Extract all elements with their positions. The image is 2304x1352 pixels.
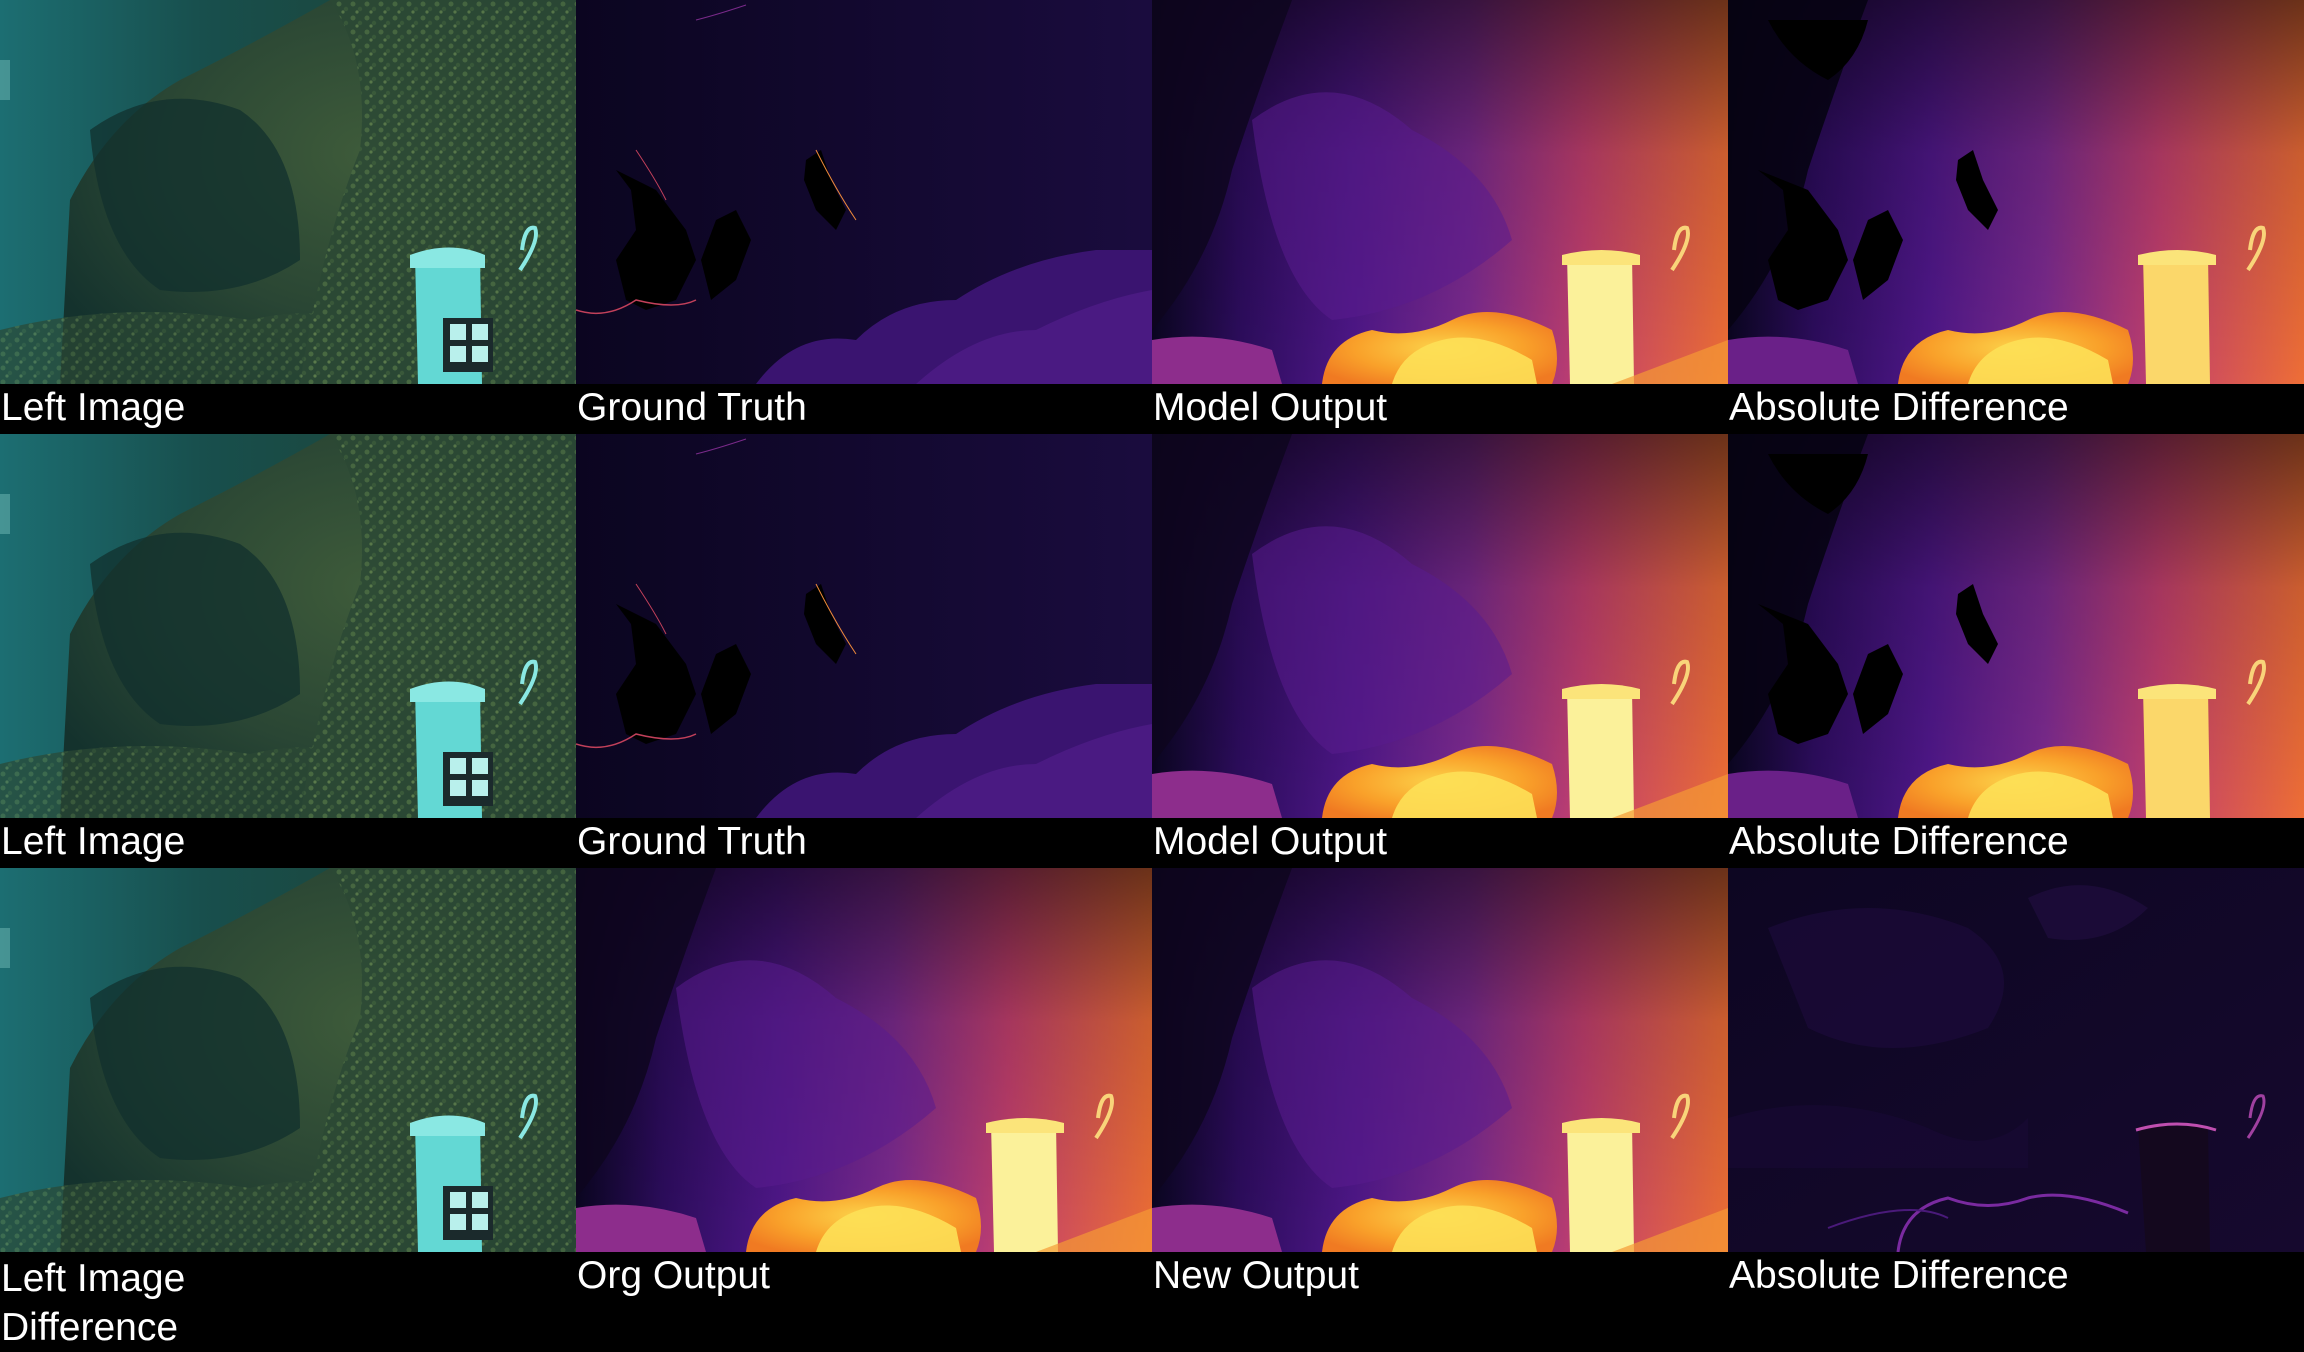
ground-truth-depth xyxy=(576,434,1152,818)
model-output-depth xyxy=(1152,434,1728,818)
panel-caption: Left Image xyxy=(0,386,576,434)
panel-r2-c1: Left Image xyxy=(0,434,576,868)
new-output-depth xyxy=(1152,868,1728,1252)
panel-caption: Absolute Difference xyxy=(1728,820,2304,868)
panel-r2-c4: Absolute Difference xyxy=(1728,434,2304,868)
panel-r1-c2: Ground Truth xyxy=(576,0,1152,434)
panel-caption: Ground Truth xyxy=(576,820,1152,868)
ground-truth-depth xyxy=(576,0,1152,384)
panel-r3-c3: New Output xyxy=(1152,868,1728,1302)
panel-r3-c4: Absolute Difference xyxy=(1728,868,2304,1302)
panel-r3-c2: Org Output xyxy=(576,868,1152,1302)
panel-caption: Ground Truth xyxy=(576,386,1152,434)
absolute-difference-map xyxy=(1728,434,2304,818)
absolute-difference-map xyxy=(1728,0,2304,384)
panel-r1-c3: Model Output xyxy=(1152,0,1728,434)
panel-caption: New Output xyxy=(1152,1254,1728,1302)
left-image xyxy=(0,868,576,1252)
panel-caption: Left Image Difference xyxy=(0,1254,576,1352)
absolute-difference-map xyxy=(1728,868,2304,1252)
model-output-depth xyxy=(1152,0,1728,384)
left-image xyxy=(0,434,576,818)
panel-r1-c4: Absolute Difference xyxy=(1728,0,2304,434)
org-output-depth xyxy=(576,868,1152,1252)
panel-caption: Absolute Difference xyxy=(1728,386,2304,434)
panel-caption: Model Output xyxy=(1152,386,1728,434)
panel-r1-c1: Left Image xyxy=(0,0,576,434)
panel-r2-c2: Ground Truth xyxy=(576,434,1152,868)
panel-caption: Left Image xyxy=(0,820,576,868)
panel-r3-c1: Left Image Difference xyxy=(0,868,576,1352)
panel-caption: Model Output xyxy=(1152,820,1728,868)
left-image xyxy=(0,0,576,384)
panel-caption: Org Output xyxy=(576,1254,1152,1302)
panel-r2-c3: Model Output xyxy=(1152,434,1728,868)
panel-caption: Absolute Difference xyxy=(1728,1254,2304,1302)
